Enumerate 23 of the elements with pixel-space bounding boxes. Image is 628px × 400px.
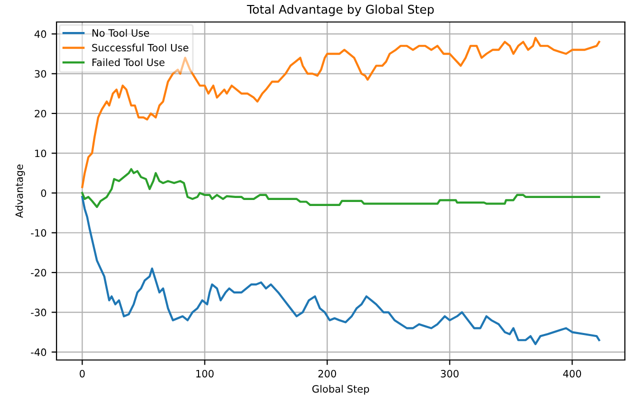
legend-label: Failed Tool Use bbox=[92, 58, 164, 66]
y-tick-label: -40 bbox=[30, 348, 46, 356]
x-tick-label: 300 bbox=[440, 370, 459, 378]
y-tick-label: -30 bbox=[30, 308, 46, 316]
y-tick-label: 10 bbox=[35, 150, 46, 158]
chart-title: Total Advantage by Global Step bbox=[246, 4, 434, 16]
legend-label: No Tool Use bbox=[92, 29, 150, 37]
x-tick-label: 100 bbox=[196, 370, 214, 378]
y-tick-label: 40 bbox=[34, 30, 46, 38]
legend-label: Successful Tool Use bbox=[92, 44, 188, 52]
y-tick-label: -10 bbox=[30, 229, 46, 237]
x-tick-label: 400 bbox=[563, 370, 582, 378]
y-tick-label: 0 bbox=[41, 189, 46, 197]
line-series bbox=[81, 168, 600, 208]
y-tick-label: -20 bbox=[30, 268, 46, 276]
y-axis-title: Advantage bbox=[15, 164, 25, 218]
x-tick-label: 0 bbox=[80, 370, 85, 378]
x-tick-label: 200 bbox=[318, 370, 336, 378]
x-axis-title: Global Step bbox=[312, 384, 370, 395]
y-tick-label: 30 bbox=[34, 70, 46, 78]
y-tick-label: 20 bbox=[34, 110, 46, 118]
line-series bbox=[81, 196, 600, 346]
line-series bbox=[81, 36, 600, 188]
